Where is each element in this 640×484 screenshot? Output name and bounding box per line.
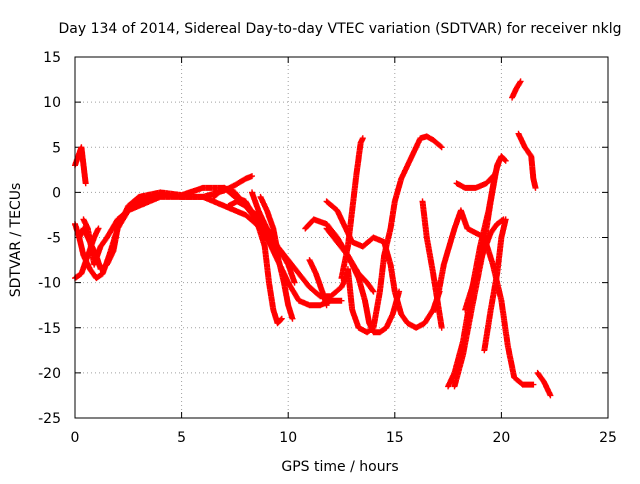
x-tick-label: 10 (279, 430, 297, 446)
series-arc-15 (338, 135, 366, 282)
data-point-markers (515, 130, 539, 191)
data-point-markers (453, 171, 498, 191)
series-arc-9 (257, 193, 281, 254)
chart-title: Day 134 of 2014, Sidereal Day-to-day VTE… (59, 21, 622, 37)
x-tick-label: 15 (386, 430, 404, 446)
series-arc-5 (80, 193, 345, 309)
series-arc-22 (481, 216, 509, 354)
axis-ticks (74, 56, 609, 419)
data-point-markers (306, 257, 330, 309)
y-axis-label: SDTVAR / TECUs (8, 183, 24, 298)
series-arc-21 (462, 216, 507, 313)
data-point-markers (432, 207, 537, 388)
series-arc-13 (323, 198, 443, 331)
series-arc-25 (534, 369, 554, 399)
series-arc-3 (72, 184, 285, 327)
data-point-markers (72, 184, 285, 327)
y-tick-label: -25 (38, 411, 61, 427)
x-tick-label: 20 (492, 430, 510, 446)
data-series (72, 78, 554, 399)
x-tick-label: 5 (177, 430, 186, 446)
tick-labels: 0 5 10 15 20 25 15 10 5 0 -5 -10 -15 -20 -25 (38, 50, 617, 446)
series-arc-20 (453, 171, 498, 191)
x-axis-label: GPS time / hours (281, 459, 398, 475)
data-point-markers (344, 133, 445, 336)
y-tick-label: -15 (38, 321, 61, 337)
y-tick-label: -10 (38, 276, 61, 292)
y-tick-label: -5 (47, 231, 61, 247)
data-point-markers (257, 193, 281, 254)
data-point-markers (534, 369, 554, 399)
x-tick-label: 25 (599, 430, 617, 446)
data-point-markers (509, 78, 524, 101)
y-tick-label: 10 (43, 95, 61, 111)
series-arc-19 (432, 207, 537, 388)
data-point-markers (338, 135, 366, 282)
series-arc-24 (515, 130, 539, 191)
data-point-markers (481, 216, 509, 354)
y-tick-label: 15 (43, 50, 61, 66)
y-tick-label: 5 (52, 140, 61, 156)
series-arc-10 (306, 257, 330, 309)
y-tick-label: -20 (38, 366, 61, 382)
data-point-markers (462, 216, 507, 313)
data-point-markers (80, 193, 345, 309)
plot-frame (74, 56, 609, 419)
x-tick-label: 0 (71, 430, 80, 446)
grid-lines (75, 57, 608, 418)
data-point-markers (323, 198, 443, 331)
y-tick-label: 0 (52, 185, 61, 201)
series-arc-14 (344, 133, 445, 336)
series-arc-23 (509, 78, 524, 101)
